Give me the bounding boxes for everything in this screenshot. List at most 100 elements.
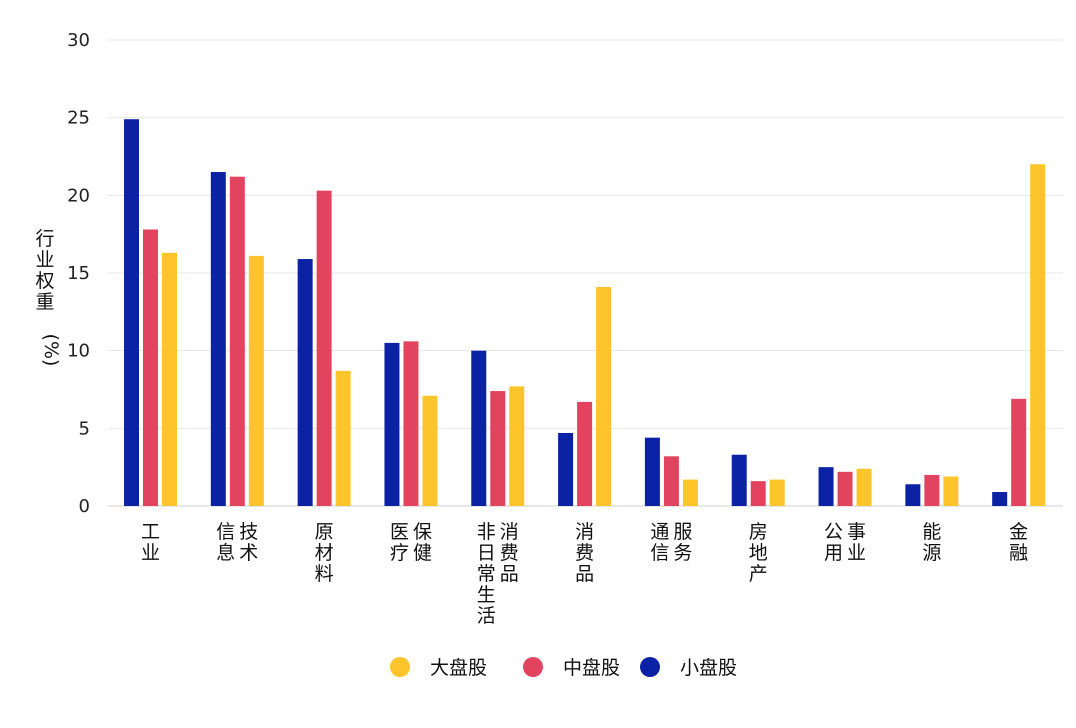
category-char: 料 [315,563,334,585]
bar [750,481,766,506]
y-axis-title-char: 行 [35,228,54,250]
category-char: 地 [749,542,768,564]
category-char: 材 [315,542,334,564]
bar [769,479,785,506]
bar [558,432,574,506]
bar [248,255,264,506]
y-tick-label: 25 [67,108,90,129]
y-tick-label: 10 [67,341,90,362]
bar [644,437,660,506]
bar [335,370,351,506]
category-char: 医 [390,521,409,543]
legend-item: 中盘股 [523,657,620,679]
category-char: 用 [824,542,843,564]
bar [992,492,1008,506]
bar [596,286,612,506]
category-char: 业 [847,542,866,564]
bar [143,229,158,507]
category-char: 信 [216,521,235,543]
x-category-label: 房地产 [749,521,768,585]
category-char: 日 [477,542,496,564]
y-axis-title-char: 权 [35,270,54,292]
category-char: 融 [1009,542,1028,564]
bars-layer [124,119,1046,507]
legend-item: 小盘股 [640,657,737,679]
category-char: 消 [500,521,519,543]
category-char: 金 [1009,521,1028,543]
y-tick-label: 30 [67,30,90,51]
category-char: 息 [216,542,235,564]
legend-swatch [390,657,410,677]
legend: 大盘股 中盘股 小盘股 [390,657,737,679]
category-char: 能 [922,521,941,543]
bar [316,190,332,506]
y-tick-label: 0 [79,496,90,517]
category-char: 务 [673,542,692,564]
category-char: 信 [650,542,669,564]
bar [837,471,853,506]
bar [663,456,679,506]
bar [422,395,438,506]
bar [577,401,593,506]
x-category-label: 原材料 [315,521,334,585]
bar [162,252,177,506]
bar [856,468,872,506]
y-tick-label: 5 [79,418,90,439]
bar [403,341,419,506]
bar [1011,398,1027,506]
bar [124,119,139,506]
legend-swatch [523,657,543,677]
category-char: 房 [749,521,768,543]
category-char: 通 [650,521,669,543]
bar [818,467,834,506]
legend-label: 大盘股 [430,657,487,679]
category-char: 费 [575,542,594,564]
category-char: 源 [922,542,941,564]
y-tick-label: 15 [67,263,90,284]
category-char: 业 [141,542,160,564]
x-category-label: 消费品 [575,521,594,585]
legend-swatch [640,657,660,677]
category-char: 工 [141,521,160,543]
legend-label: 中盘股 [563,657,620,679]
category-char: 健 [413,542,432,564]
category-char: 生 [477,584,496,606]
bar [682,479,698,506]
bar [210,172,226,507]
category-char: 品 [500,563,519,585]
bar [229,176,245,506]
category-char: 产 [749,563,768,585]
category-char: 非 [477,521,496,543]
category-char: 常 [477,563,496,585]
bar [731,454,747,506]
bar [509,386,525,506]
category-char: 公 [824,521,843,543]
bar [924,474,940,506]
legend-label: 小盘股 [680,657,737,679]
y-tick-label: 20 [67,185,90,206]
category-char: 事 [847,521,866,543]
bar [1030,164,1046,506]
y-axis-title-char: 重 [35,291,54,313]
category-char: 术 [239,542,258,564]
bar [471,350,487,506]
category-char: 服 [673,521,692,543]
legend-item: 大盘股 [390,657,487,679]
category-char: 费 [500,542,519,564]
bar [297,259,313,506]
bar [490,391,506,506]
category-char: 疗 [390,542,409,564]
y-axis-title-char: 业 [35,249,54,271]
x-category-label: 金融 [1009,521,1028,564]
x-category-label: 能源 [922,521,941,564]
x-category-label: 工业 [141,521,160,564]
